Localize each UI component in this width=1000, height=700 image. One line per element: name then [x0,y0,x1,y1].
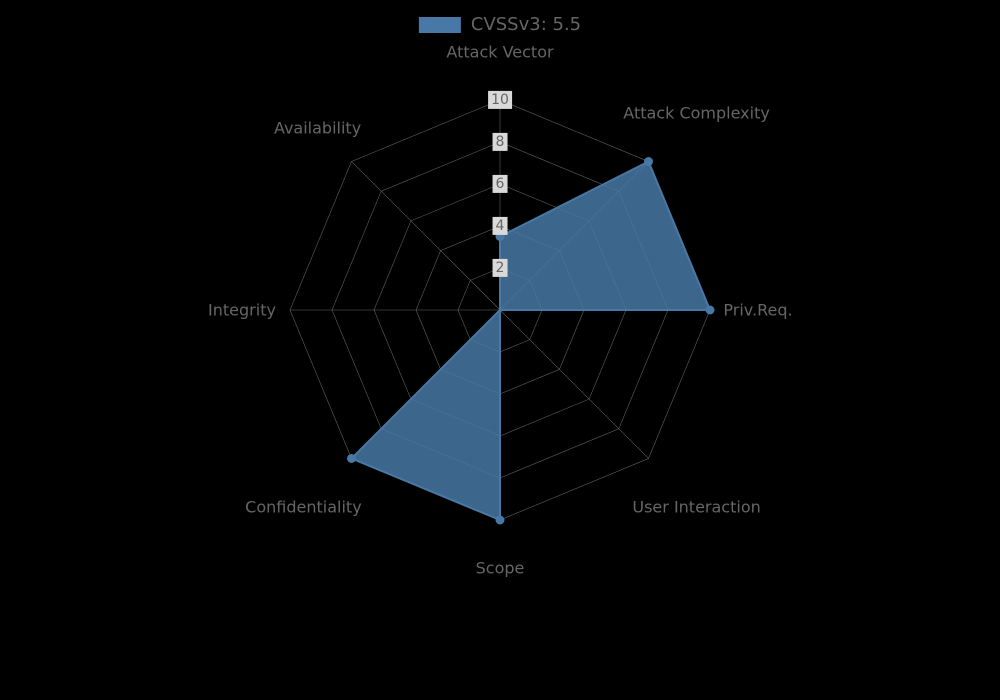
legend-label: CVSSv3: 5.5 [471,14,581,35]
legend: CVSSv3: 5.5 [419,14,581,35]
legend-swatch [419,17,461,33]
radar-chart [0,0,1000,700]
radar-chart-container: CVSSv3: 5.5 Attack VectorAttack Complexi… [0,0,1000,700]
